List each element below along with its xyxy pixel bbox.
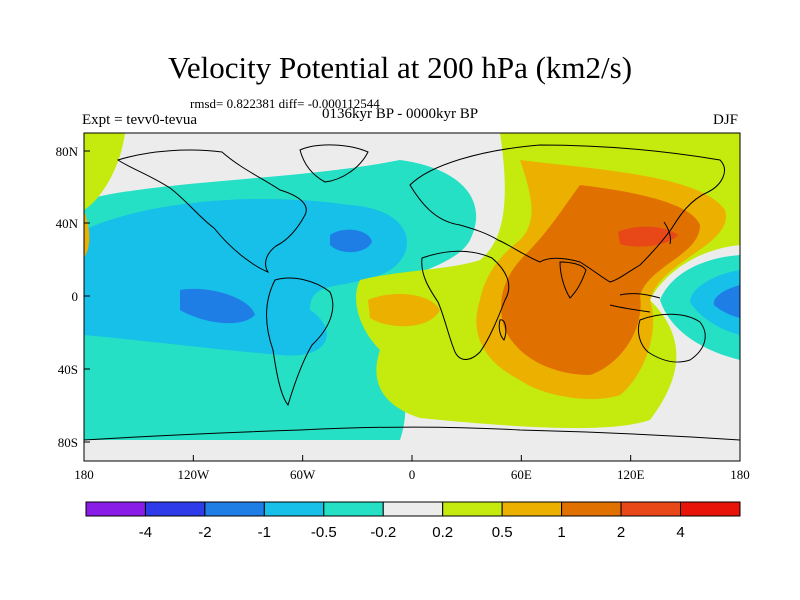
neg-05-region xyxy=(84,198,408,356)
neg-1-region-atlantic xyxy=(330,229,372,253)
colorbar-label: -2 xyxy=(198,524,211,541)
colorbar-label: 2 xyxy=(617,524,625,541)
colorbar-swatch xyxy=(85,501,146,517)
y-tick-label: 0 xyxy=(72,289,79,304)
neg-1-region-west xyxy=(180,288,255,324)
coastline-india xyxy=(559,261,587,299)
page-title: Velocity Potential at 200 hPa (km2/s) xyxy=(167,50,633,85)
coastline-australia xyxy=(637,313,706,363)
coastline-japan xyxy=(663,221,671,245)
colorbar-swatch xyxy=(620,501,681,517)
colorbar: -4 -2 -1 -0.5 -0.2 0.2 0.5 1 2 4 xyxy=(85,501,741,541)
colorbar-swatch xyxy=(680,501,741,517)
colorbar-swatch xyxy=(501,501,563,517)
x-tick-label: 60E xyxy=(511,467,532,482)
coastline-europe-asia xyxy=(409,144,725,283)
y-tick-label: 40N xyxy=(56,216,79,231)
colorbar-label: -0.2 xyxy=(370,524,396,541)
coastline-greenland xyxy=(299,144,369,183)
x-tick-label: 60W xyxy=(290,467,316,482)
pos-05-region-west-edge xyxy=(84,210,90,258)
colorbar-swatch xyxy=(382,501,444,517)
colorbar-label: 0.5 xyxy=(492,524,513,541)
colorbar-label: 0.2 xyxy=(432,524,453,541)
x-tick-label: 120E xyxy=(617,467,645,482)
pos-02-region-west-edge xyxy=(84,133,125,210)
colorbar-swatch xyxy=(561,501,622,517)
x-tick-label: 120W xyxy=(177,467,210,482)
coastline-north-america xyxy=(116,149,307,274)
map-panel xyxy=(84,133,740,461)
x-tick-label: 180 xyxy=(74,467,94,482)
coastline-africa xyxy=(421,250,510,360)
experiment-label: Expt = tevv0-tevua xyxy=(82,112,198,128)
y-tick-label: 80S xyxy=(58,435,78,450)
colorbar-label: 1 xyxy=(557,524,565,541)
coastline-south-america xyxy=(266,277,334,407)
colorbar-label: -1 xyxy=(258,524,271,541)
coastline-antarctica xyxy=(84,426,740,441)
pos-2-region xyxy=(618,226,678,247)
coastlines xyxy=(84,144,740,441)
neg-1-region-east xyxy=(713,285,740,318)
y-tick-label: 80N xyxy=(56,144,79,159)
y-tick-label: 40S xyxy=(58,362,78,377)
x-tick-label: 0 xyxy=(409,467,416,482)
colorbar-swatch xyxy=(323,501,384,517)
axis-ticks xyxy=(83,150,741,461)
colorbar-swatch xyxy=(263,501,325,517)
colorbar-swatch xyxy=(144,501,206,517)
colorbar-swatch xyxy=(204,501,265,517)
season-label: DJF xyxy=(712,112,738,128)
x-tick-label: 180 xyxy=(730,467,750,482)
colorbar-label: -4 xyxy=(139,524,152,541)
period-label: 0136kyr BP - 0000kyr BP xyxy=(322,106,479,122)
colorbar-label: -0.5 xyxy=(311,524,337,541)
colorbar-swatch xyxy=(442,501,503,517)
coastline-indonesia xyxy=(609,293,661,313)
coastline-madagascar xyxy=(498,319,507,341)
pos-05-region-south-atlantic xyxy=(368,294,440,327)
colorbar-label: 4 xyxy=(676,524,684,541)
stats-text: rmsd= 0.822381 diff= -0.000112544 xyxy=(190,96,380,111)
